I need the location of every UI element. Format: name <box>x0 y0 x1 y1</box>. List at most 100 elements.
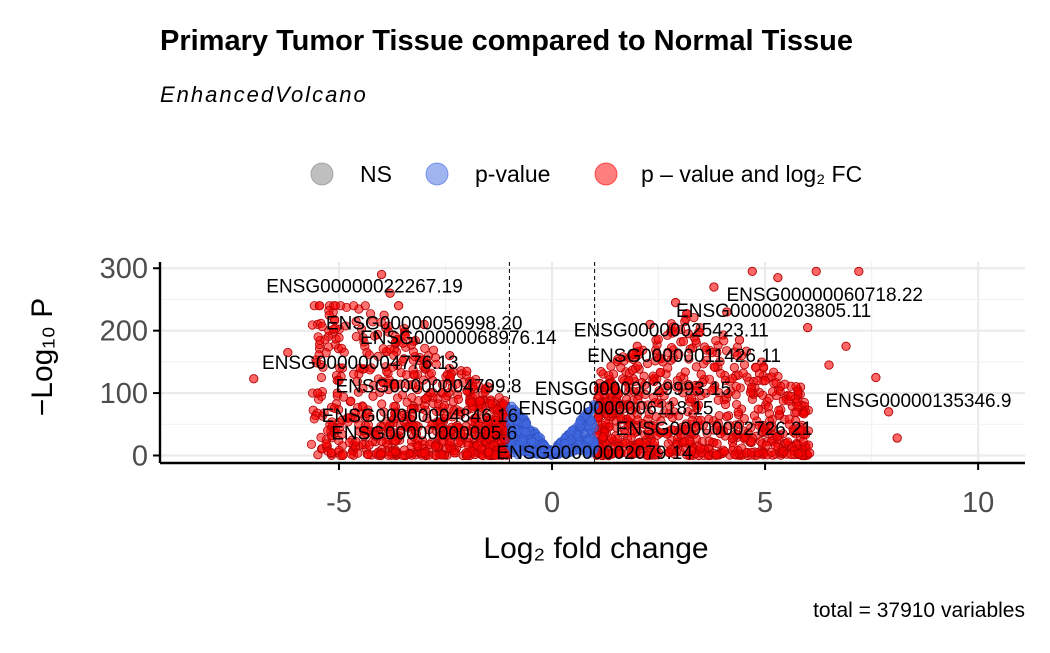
data-point <box>747 266 757 277</box>
data-point-sig <box>398 356 408 366</box>
data-point-sig <box>315 301 325 311</box>
data-point-sig <box>334 333 344 343</box>
data-point-sig <box>695 443 706 453</box>
data-point-sig <box>372 329 383 340</box>
data-point-sig <box>384 421 395 432</box>
chart-caption: total = 37910 variables <box>813 599 1025 622</box>
data-point-sig <box>624 386 634 396</box>
data-point-sig <box>720 399 731 410</box>
data-point-sig <box>767 421 777 431</box>
data-point <box>313 388 323 398</box>
data-point-sig <box>390 436 400 446</box>
data-point-sig <box>725 421 735 431</box>
data-point-sig <box>680 444 691 454</box>
data-point-sig <box>768 387 778 397</box>
data-point-sig <box>674 411 684 421</box>
data-point-sig <box>377 436 387 446</box>
data-point-sig <box>683 407 693 417</box>
data-point-sig <box>678 336 689 347</box>
data-point-sig <box>381 323 391 333</box>
data-point-sig <box>701 345 711 355</box>
legend-label: p – value and log₂ FC <box>641 161 862 187</box>
data-point-sig <box>668 322 679 332</box>
data-point-sig <box>339 347 349 357</box>
data-point-sig <box>793 449 803 459</box>
data-point <box>249 374 259 384</box>
data-point-sig <box>685 344 695 354</box>
y-tick-label: 100 <box>100 378 148 410</box>
data-point-sig <box>605 379 615 389</box>
data-point-sig <box>721 412 732 422</box>
data-point <box>760 375 770 386</box>
data-points <box>249 266 902 461</box>
data-point-sig <box>618 352 628 362</box>
data-point-sig <box>664 447 674 457</box>
data-point-sig <box>653 334 663 344</box>
data-point-sig <box>663 363 673 373</box>
data-point-sig <box>739 360 750 370</box>
data-point-sig <box>353 387 363 397</box>
data-point-sig <box>466 397 476 407</box>
data-point-sig <box>607 433 617 444</box>
data-point-sig <box>668 353 678 363</box>
legend-label: NS <box>360 161 392 187</box>
data-point-sig <box>401 370 411 380</box>
data-point-sig <box>715 357 725 367</box>
data-point-pvalue <box>567 426 577 436</box>
data-point-sig <box>352 376 362 386</box>
y-tick-label: 0 <box>132 441 148 473</box>
gene-label: ENSG00000000005.6 <box>331 423 517 444</box>
data-point-sig <box>313 332 323 342</box>
x-tick-label: 0 <box>544 487 560 519</box>
data-point-sig <box>453 422 463 433</box>
data-point-sig <box>732 399 742 410</box>
data-point-sig <box>326 430 337 441</box>
data-point-sig <box>678 388 688 398</box>
data-point-sig <box>487 399 497 409</box>
data-point-sig <box>496 446 507 457</box>
gene-label: ENSG00000002079.14 <box>496 443 693 464</box>
data-point-pvalue <box>534 432 544 442</box>
data-point-sig <box>390 447 401 457</box>
data-point-sig <box>318 362 328 372</box>
data-point-sig <box>774 405 784 415</box>
y-axis-label: −Log₁₀ P <box>26 298 59 417</box>
data-point-sig <box>738 368 748 378</box>
data-point-sig <box>349 369 359 379</box>
data-point-sig <box>408 336 418 346</box>
data-point-sig <box>719 446 730 457</box>
data-point-sig <box>375 449 386 459</box>
data-point-sig <box>691 362 701 372</box>
data-point-sig <box>648 421 658 431</box>
data-point-sig <box>621 438 631 448</box>
data-point-sig <box>739 433 749 443</box>
data-point <box>871 372 881 383</box>
legend-label: p-value <box>475 161 550 187</box>
data-point-sig <box>324 310 334 320</box>
data-point-sig <box>657 399 667 409</box>
data-point-sig <box>733 407 743 417</box>
chart-subtitle: EnhancedVolcano <box>160 82 368 107</box>
data-point-sig <box>449 448 459 458</box>
data-point-sig <box>685 437 695 447</box>
gene-label: ENSG00000011426.11 <box>587 346 781 367</box>
data-point-sig <box>379 407 389 417</box>
data-point-sig <box>413 441 423 451</box>
gene-label: ENSG00000006118.15 <box>518 398 713 419</box>
data-point-sig <box>619 404 629 414</box>
legend-marker <box>594 162 618 186</box>
legend-marker <box>425 162 449 186</box>
data-point-sig <box>445 372 456 382</box>
data-point-sig <box>722 346 732 356</box>
gene-label: ENSG00000022267.19 <box>266 277 463 298</box>
data-point-sig <box>431 359 441 369</box>
data-point-sig <box>389 380 399 390</box>
data-point-pvalue <box>521 427 531 437</box>
data-point-sig <box>349 301 359 311</box>
data-point-sig <box>491 415 501 426</box>
data-point-sig <box>731 390 741 400</box>
data-point-sig <box>627 365 638 375</box>
data-point <box>811 266 821 277</box>
data-point-sig <box>799 409 809 419</box>
data-point-sig <box>381 362 391 372</box>
